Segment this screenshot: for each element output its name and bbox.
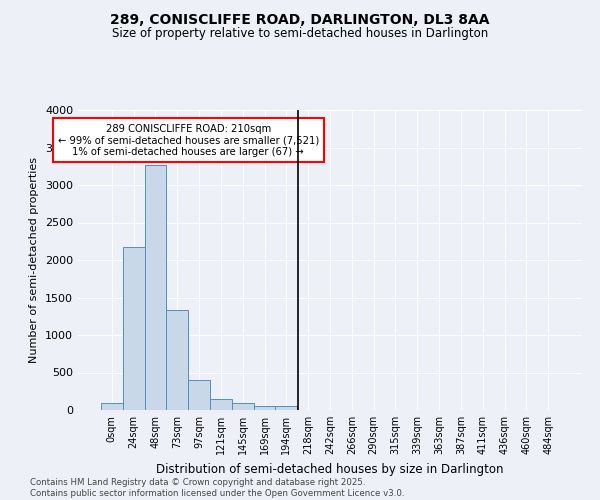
Bar: [188, 380, 210, 410]
Text: 289, CONISCLIFFE ROAD, DARLINGTON, DL3 8AA: 289, CONISCLIFFE ROAD, DARLINGTON, DL3 8…: [110, 12, 490, 26]
Text: Contains HM Land Registry data © Crown copyright and database right 2025.
Contai: Contains HM Land Registry data © Crown c…: [30, 478, 404, 498]
Bar: [123, 247, 145, 410]
Bar: [166, 310, 188, 410]
Text: Size of property relative to semi-detached houses in Darlington: Size of property relative to semi-detach…: [112, 28, 488, 40]
Bar: [275, 406, 297, 410]
Bar: [254, 406, 275, 410]
Y-axis label: Number of semi-detached properties: Number of semi-detached properties: [29, 157, 40, 363]
Text: 289 CONISCLIFFE ROAD: 210sqm
← 99% of semi-detached houses are smaller (7,521)
1: 289 CONISCLIFFE ROAD: 210sqm ← 99% of se…: [58, 124, 319, 156]
X-axis label: Distribution of semi-detached houses by size in Darlington: Distribution of semi-detached houses by …: [156, 462, 504, 475]
Bar: [101, 402, 123, 410]
Bar: [210, 399, 232, 410]
Bar: [145, 165, 166, 410]
Bar: [232, 403, 254, 410]
